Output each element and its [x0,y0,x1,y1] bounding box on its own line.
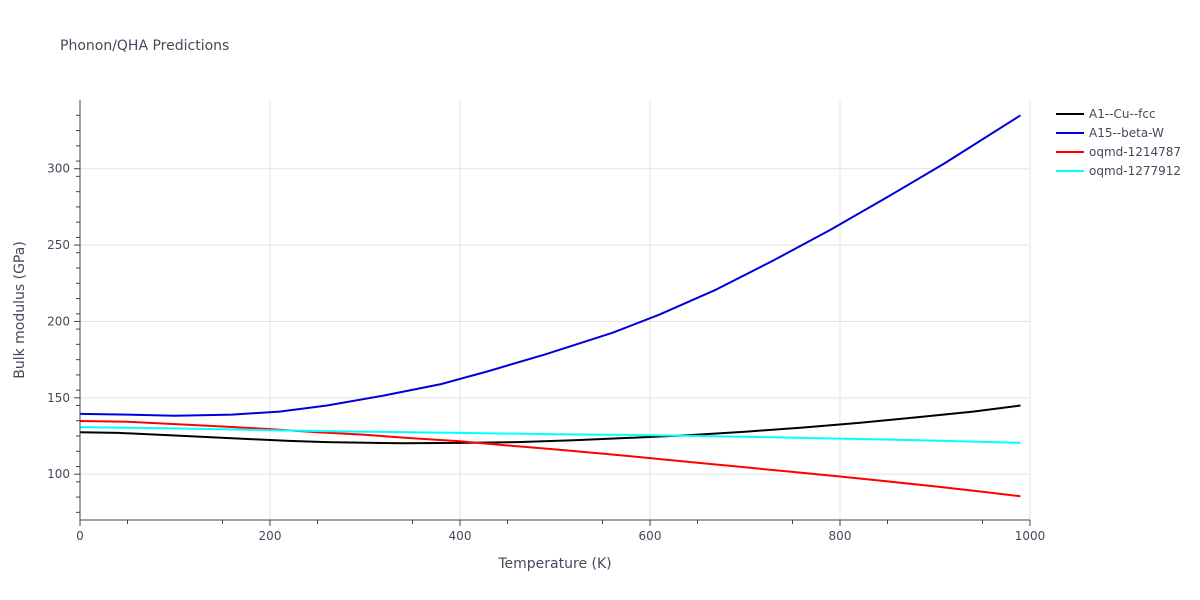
axes-layer [74,100,1031,526]
y-tick-label: 150 [47,391,70,405]
chart-title: Phonon/QHA Predictions [60,38,229,54]
legend-label: A1--Cu--fcc [1089,107,1156,121]
series-line-0 [79,404,1021,445]
y-tick-label: 250 [47,238,70,252]
legend-item-2[interactable]: oqmd-1214787 [1056,145,1181,159]
legend-label: oqmd-1214787 [1089,145,1181,159]
y-tick-label: 100 [47,467,70,481]
series-line-1 [79,114,1022,417]
x-tick-label: 0 [76,529,84,543]
x-tick-label: 800 [829,529,852,543]
x-axis-title: Temperature (K) [497,556,611,572]
grid-layer [80,100,1031,520]
y-axis-title: Bulk modulus (GPa) [12,241,28,379]
x-tick-label: 200 [259,529,282,543]
legend-label: A15--beta-W [1089,126,1164,140]
series-line-3 [79,426,1021,444]
tick-labels: 0 200 400 600 800 1000 100 150 200 250 300 [47,162,1045,543]
legend-label: oqmd-1277912 [1089,164,1181,178]
x-tick-label: 400 [449,529,472,543]
y-tick-label: 300 [47,162,70,176]
x-tick-label: 1000 [1015,529,1046,543]
legend-item-1[interactable]: A15--beta-W [1056,126,1164,140]
legend-item-3[interactable]: oqmd-1277912 [1056,164,1181,178]
x-tick-label: 600 [639,529,662,543]
series-line-2 [79,420,1021,498]
legend[interactable]: A1--Cu--fcc A15--beta-W oqmd-1214787 oqmd-1… [1056,107,1181,178]
y-tick-label: 200 [47,314,70,328]
legend-item-0[interactable]: A1--Cu--fcc [1056,107,1156,121]
series-layer [79,114,1022,498]
